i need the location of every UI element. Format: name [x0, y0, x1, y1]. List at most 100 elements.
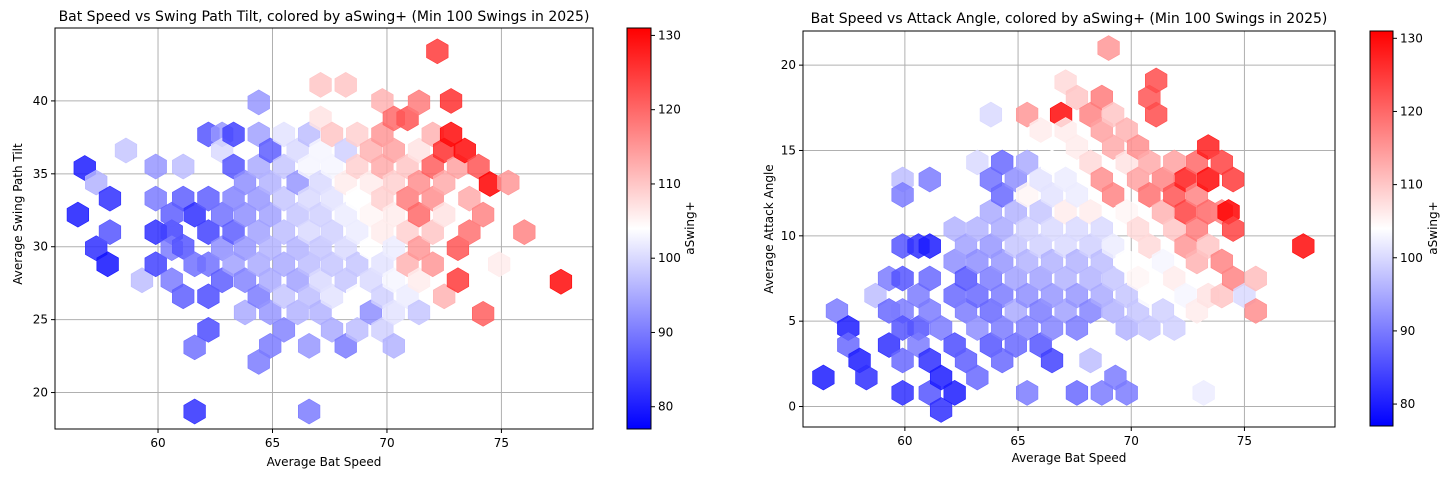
- hexbin-cell: [943, 380, 966, 406]
- hexbin-cell: [1079, 149, 1102, 176]
- hexbin-cell: [918, 166, 941, 193]
- hexbin-cell: [1054, 117, 1077, 143]
- plot-area-frame: [802, 30, 1336, 428]
- y-tick-label: 40: [33, 94, 48, 108]
- x-tick-label: 70: [1124, 434, 1139, 448]
- hexbin-cell: [297, 333, 321, 359]
- hexbin-cell: [825, 298, 849, 324]
- hexbin-cell: [1163, 265, 1186, 292]
- hexbin-cell: [407, 299, 431, 326]
- hexbin-cell: [1163, 149, 1186, 176]
- hexbin-cell: [1065, 182, 1089, 208]
- hexbin-cell: [1065, 134, 1089, 160]
- y-tick-label: 20: [33, 386, 48, 400]
- hexbin-cell: [421, 251, 444, 278]
- hexbin-cell: [1065, 380, 1089, 406]
- colorbar: [627, 28, 651, 429]
- hexbin-cell: [407, 89, 431, 116]
- hexbin-cell: [1102, 182, 1125, 208]
- hexbin-cell: [488, 251, 511, 278]
- hexbin-cell: [433, 201, 456, 228]
- hexbin-cell: [309, 72, 332, 98]
- colorbar-tick-label: 80: [658, 400, 673, 414]
- hexbin-cell: [160, 267, 183, 294]
- y-tick-label: 15: [781, 143, 796, 157]
- colorbar-tick-label: 120: [658, 103, 681, 117]
- x-tick-label: 75: [1237, 434, 1252, 448]
- hexbin-cell: [144, 185, 167, 212]
- hexbin-cell: [891, 182, 914, 208]
- hexbin-cell: [1115, 117, 1138, 143]
- hexbin-cell: [929, 315, 953, 341]
- hexbin-cell: [247, 121, 270, 148]
- hexbin-cell: [918, 265, 941, 292]
- hexbin-cell: [346, 219, 369, 245]
- hexbin-cell: [172, 283, 195, 310]
- hexbin-cell: [1138, 149, 1161, 176]
- hexbin-cell: [96, 251, 119, 278]
- hexbin-cell: [382, 333, 405, 359]
- hexbin-cell: [1192, 380, 1215, 406]
- colorbar-frame: [626, 27, 652, 430]
- hexbin-cell: [458, 219, 481, 245]
- hexbin-cell: [222, 121, 245, 148]
- hexbin-cell: [144, 153, 167, 180]
- colorbar-tick-label: 100: [1400, 251, 1423, 265]
- hexbin-cell: [439, 88, 463, 114]
- y-axis-label: Average Attack Angle: [762, 164, 776, 293]
- hexbin-cell: [1145, 67, 1168, 94]
- hexbin-cell: [966, 364, 989, 391]
- hexbin-cell: [371, 88, 394, 114]
- hexbin-cell: [471, 300, 495, 327]
- hexbin-cell: [918, 233, 941, 259]
- hexbin-cells: [812, 35, 1315, 423]
- hexbin-cell: [1222, 216, 1245, 242]
- hexbin-cell: [183, 398, 206, 425]
- hexbin-cell: [471, 201, 495, 228]
- hexbin-cell: [272, 219, 296, 245]
- hexbin-cell: [114, 137, 138, 164]
- hexbin-cell: [1015, 101, 1039, 128]
- hexbin-cell: [247, 89, 270, 116]
- hexbin-cell: [66, 201, 90, 228]
- colorbar-tick-label: 80: [1400, 397, 1415, 411]
- hexbin-cell: [1029, 117, 1052, 143]
- hexbin-cell: [1244, 298, 1267, 324]
- hexbin-cell: [172, 153, 195, 180]
- x-axis-label: Average Bat Speed: [1012, 451, 1127, 465]
- colorbar-tick-label: 100: [658, 251, 681, 265]
- hexbin-cell: [1115, 248, 1138, 275]
- hexbin-cell: [991, 149, 1014, 176]
- hexbin-cell: [1145, 101, 1168, 128]
- hexbin-cell: [1151, 248, 1175, 275]
- hexbin-cell: [172, 233, 195, 260]
- hexbin-cell: [426, 38, 449, 65]
- hexbin-cell: [918, 298, 941, 324]
- hexbin-cell: [1210, 149, 1233, 176]
- hexbin-cell: [222, 153, 245, 180]
- hexbin-cell: [497, 169, 520, 196]
- hexbin-cell: [1126, 265, 1150, 292]
- y-tick-label: 30: [33, 240, 48, 254]
- colorbar-tick-label: 90: [658, 325, 673, 339]
- colorbar-tick-label: 130: [658, 28, 681, 42]
- hexbin-cell: [98, 219, 122, 245]
- hexbin-cell: [1210, 248, 1233, 275]
- y-tick-label: 5: [788, 314, 796, 328]
- hexbin-cell: [1015, 380, 1039, 406]
- hexbin-cell: [513, 219, 536, 245]
- hexbin-cell: [966, 149, 989, 176]
- plot-area-frame: [54, 27, 594, 430]
- y-tick-label: 20: [781, 58, 796, 72]
- hexbin-cell: [979, 101, 1003, 128]
- colorbar-tick-label: 110: [1400, 178, 1423, 192]
- hexbin-cell: [197, 316, 220, 343]
- hexbin-cell: [453, 137, 476, 164]
- chart-panel-swing-path-tilt: Bat Speed vs Swing Path Tilt, colored by…: [11, 9, 697, 469]
- x-axis-label: Average Bat Speed: [267, 455, 382, 469]
- colorbar-tick-label: 90: [1400, 324, 1415, 338]
- x-tick-label: 65: [1010, 434, 1025, 448]
- chart-title: Bat Speed vs Attack Angle, colored by aS…: [811, 11, 1328, 27]
